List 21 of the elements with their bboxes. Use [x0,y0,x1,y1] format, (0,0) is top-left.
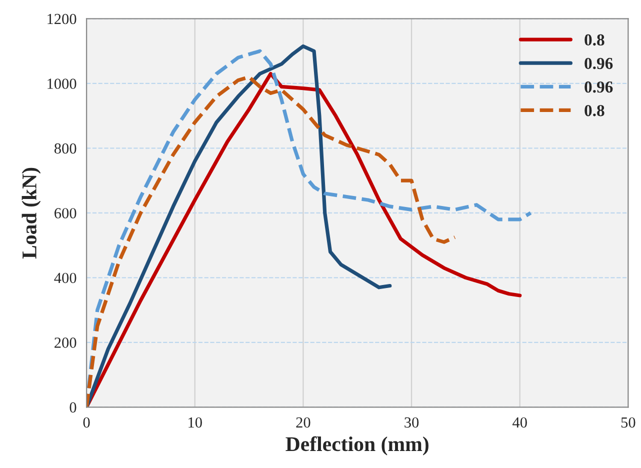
y-tick-label: 1200 [48,14,76,24]
y-tick-label: 600 [54,208,76,218]
y-tick-label: 800 [54,143,76,154]
x-tick-label: 20 [296,417,310,428]
x-axis-title: Deflection (mm) [286,436,428,456]
legend-label: 0.8 [584,104,604,116]
line-series [86,75,457,408]
legend-label: 0.96 [584,81,613,93]
x-tick-label: 30 [404,417,419,428]
y-tick-label: 200 [54,338,76,348]
legend-label: 0.8 [584,34,604,46]
x-tick-label: 40 [512,417,527,428]
legend-label: 0.96 [584,58,613,70]
y-tick-label: 400 [54,272,76,284]
x-tick-label: 10 [188,417,202,428]
line-series [86,44,392,408]
y-tick-label: 0 [70,402,76,413]
y-axis-title: Load (kN) [22,168,41,259]
x-tick-label: 50 [621,417,636,428]
y-tick-label: 1000 [48,78,76,89]
x-tick-label: 0 [83,417,90,428]
